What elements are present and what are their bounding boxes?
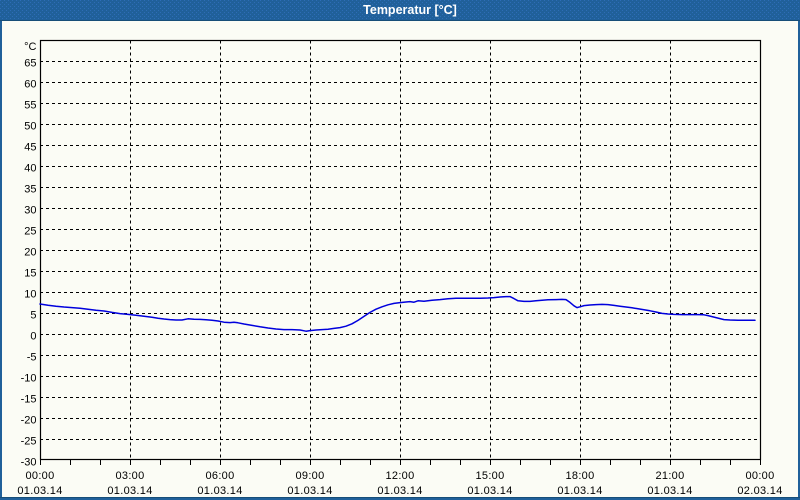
svg-text:20: 20: [24, 247, 36, 259]
svg-text:10: 10: [24, 289, 36, 301]
svg-text:00:00: 00:00: [25, 470, 54, 482]
svg-text:50: 50: [24, 121, 36, 133]
svg-text:°C: °C: [24, 41, 36, 53]
svg-text:-30: -30: [21, 456, 37, 468]
svg-text:15:00: 15:00: [475, 470, 504, 482]
svg-text:15: 15: [24, 268, 36, 280]
svg-text:25: 25: [24, 226, 36, 238]
svg-text:-10: -10: [21, 373, 37, 385]
svg-text:02.03.14: 02.03.14: [737, 485, 782, 497]
svg-text:45: 45: [24, 142, 36, 154]
svg-text:-25: -25: [21, 436, 37, 448]
svg-text:-5: -5: [27, 352, 37, 364]
svg-text:09:00: 09:00: [295, 470, 324, 482]
svg-text:01.03.14: 01.03.14: [287, 485, 332, 497]
svg-text:18:00: 18:00: [565, 470, 594, 482]
svg-text:06:00: 06:00: [205, 470, 234, 482]
svg-text:5: 5: [30, 310, 36, 322]
svg-text:65: 65: [24, 58, 36, 70]
svg-text:01.03.14: 01.03.14: [17, 485, 62, 497]
svg-text:60: 60: [24, 79, 36, 91]
svg-text:40: 40: [24, 163, 36, 175]
svg-text:12:00: 12:00: [385, 470, 414, 482]
svg-text:01.03.14: 01.03.14: [647, 485, 692, 497]
svg-text:30: 30: [24, 205, 36, 217]
svg-text:35: 35: [24, 184, 36, 196]
svg-text:01.03.14: 01.03.14: [197, 485, 242, 497]
svg-text:55: 55: [24, 100, 36, 112]
svg-text:01.03.14: 01.03.14: [467, 485, 512, 497]
svg-text:01.03.14: 01.03.14: [557, 485, 602, 497]
svg-text:0: 0: [30, 331, 36, 343]
svg-text:01.03.14: 01.03.14: [107, 485, 152, 497]
svg-text:03:00: 03:00: [115, 470, 144, 482]
svg-text:-15: -15: [21, 394, 37, 406]
svg-text:21:00: 21:00: [655, 470, 684, 482]
svg-text:01.03.14: 01.03.14: [377, 485, 422, 497]
svg-text:-20: -20: [21, 415, 37, 427]
svg-text:00:00: 00:00: [745, 470, 774, 482]
